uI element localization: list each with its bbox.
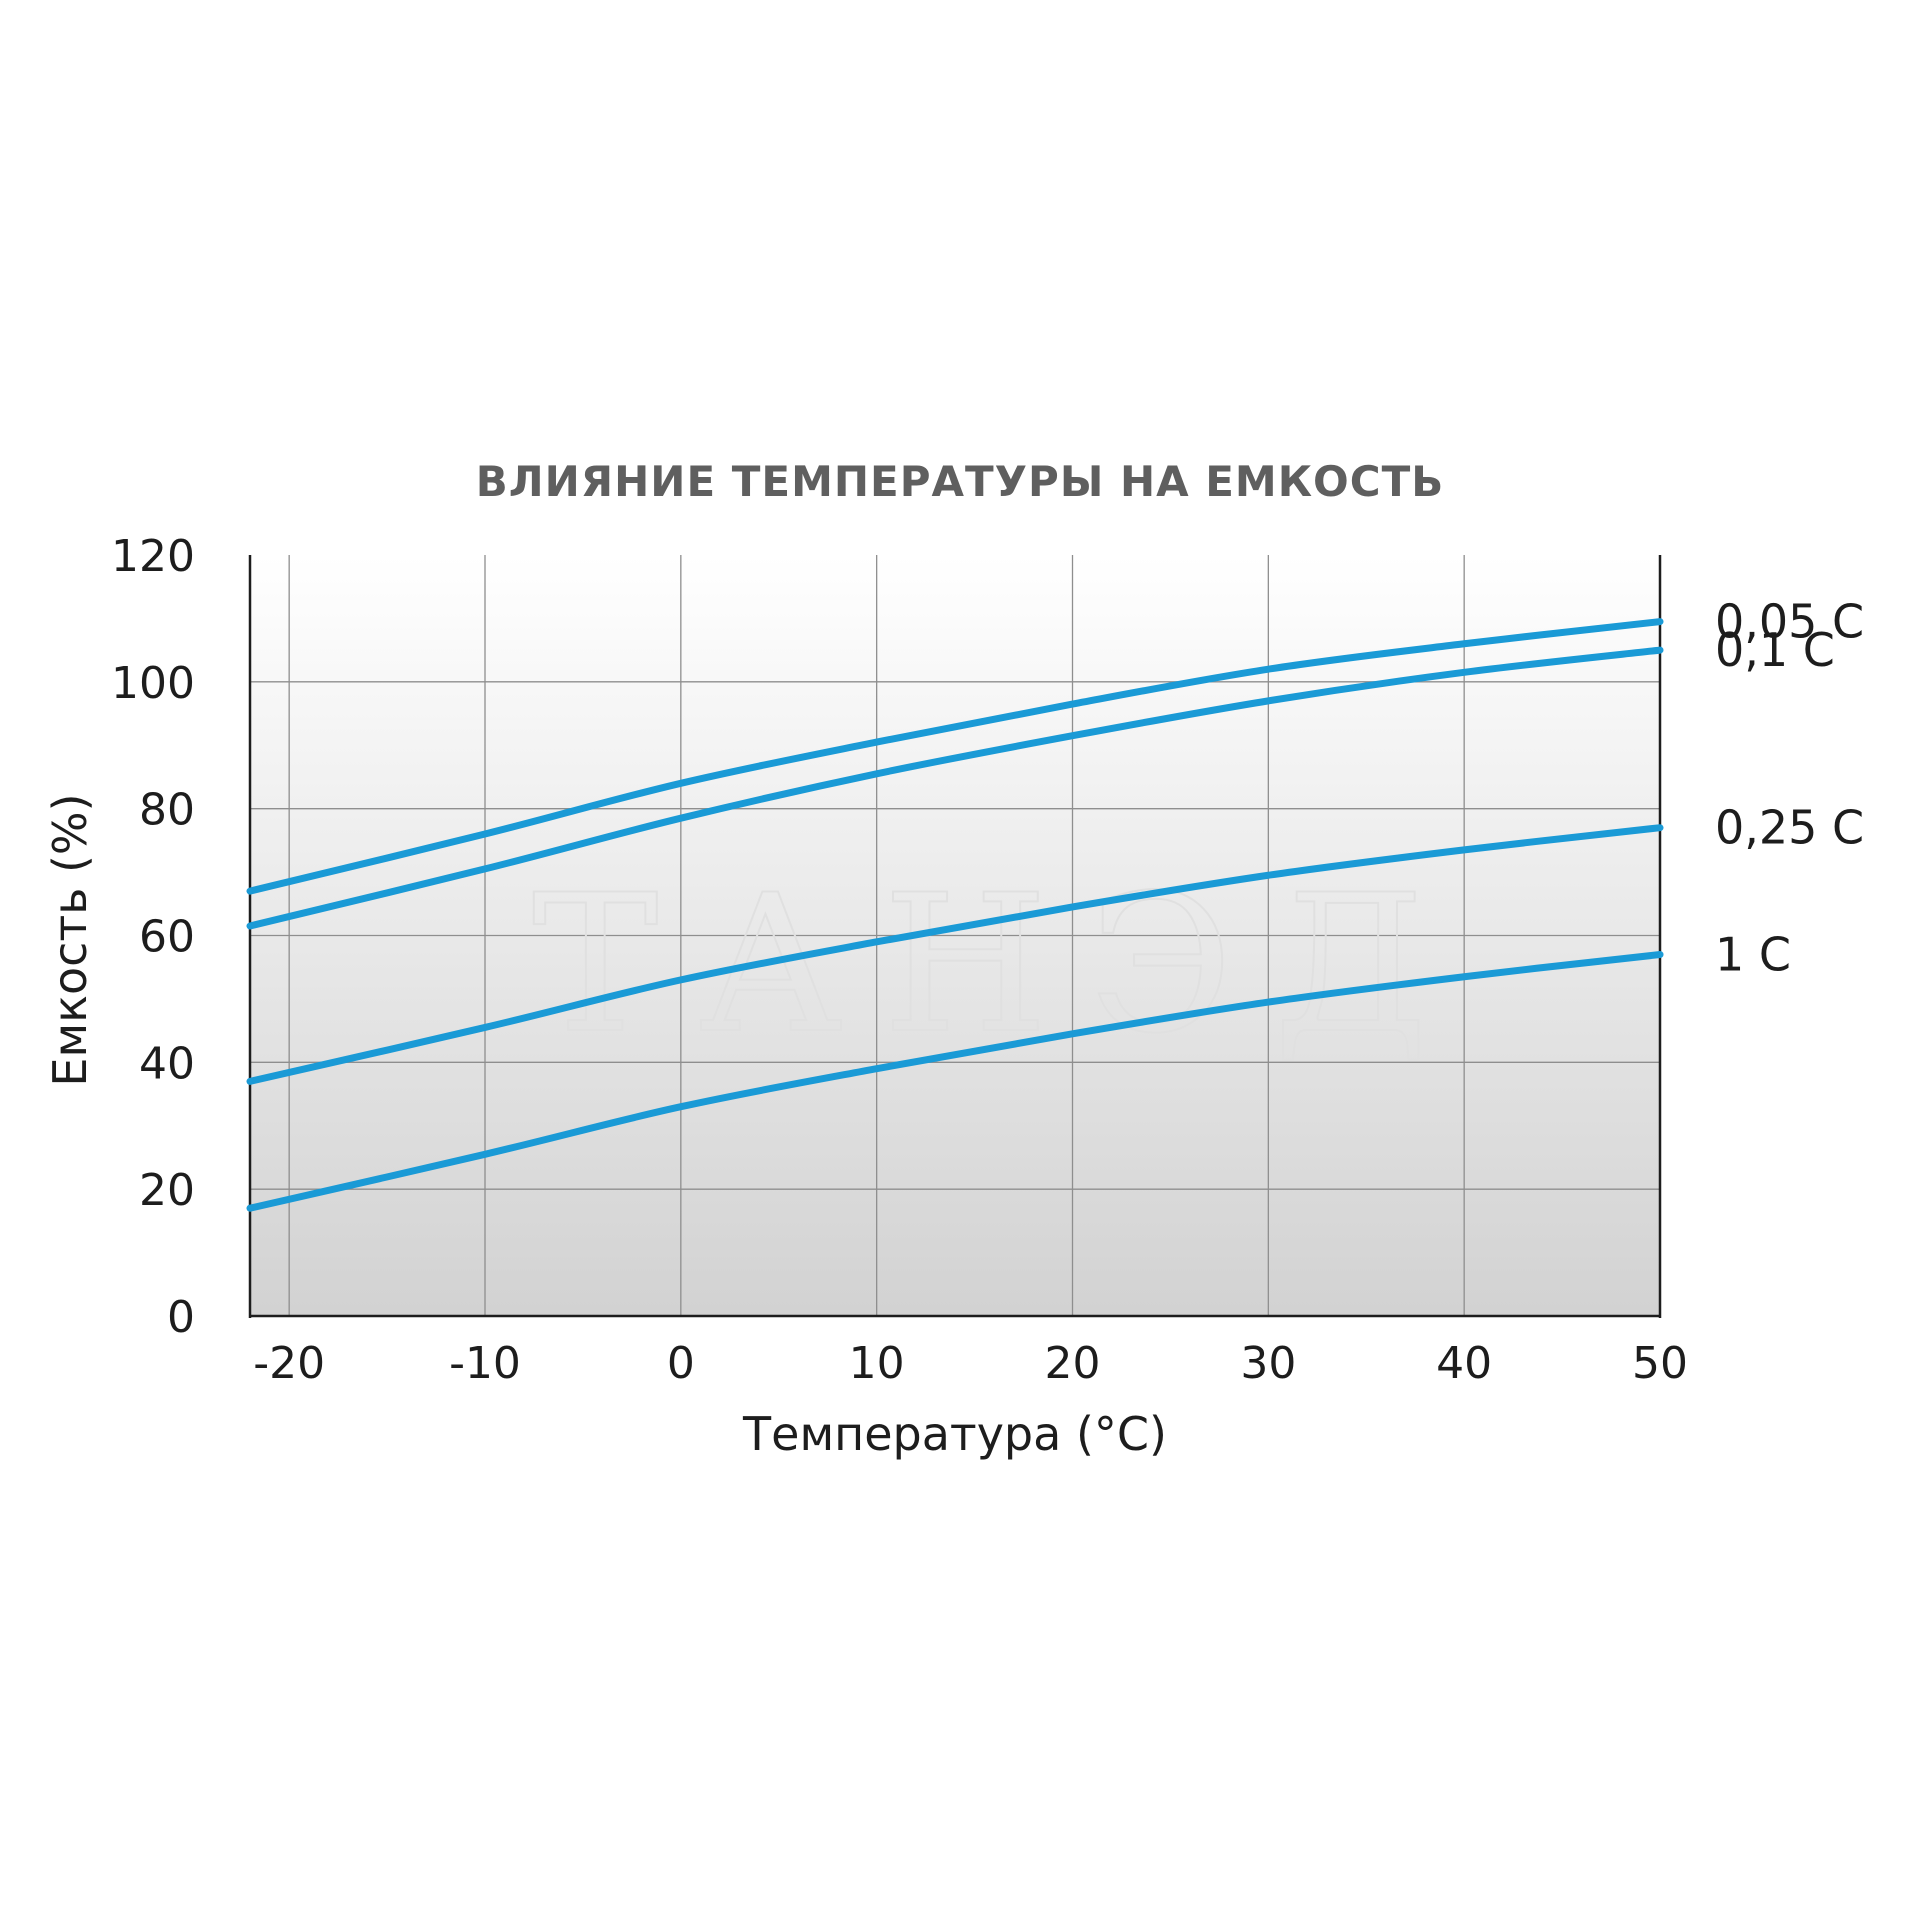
y-tick-label: 60 [139,912,195,963]
series-label: 0,05 С [1715,595,1864,649]
y-tick-label: 20 [139,1165,195,1216]
x-tick-label: 30 [1240,1338,1296,1389]
series-line [246,824,1664,1085]
y-axis-label: Емкость (%) [43,793,97,1086]
x-tick-label: 20 [1045,1338,1101,1389]
series-label: 0,25 С [1715,801,1864,855]
x-tick-label: 40 [1436,1338,1492,1389]
series-line [246,951,1664,1212]
grid-lines [250,555,1660,1316]
x-tick-label: 0 [667,1338,695,1389]
x-tick-label: -10 [449,1338,521,1389]
axes [248,555,1662,1318]
series-lines [246,618,1664,1212]
y-tick-label: 120 [111,531,195,582]
series-labels: 0,05 С0,1 С 0,25 С 1 С [1715,595,1864,982]
x-tick-label: 10 [849,1338,905,1389]
x-axis-label: Температура (°С) [742,1407,1167,1461]
x-tick-label: -20 [253,1338,325,1389]
y-tick-label: 0 [167,1292,195,1343]
series-line [246,618,1664,895]
watermark: ТАНЭД [532,854,1468,1075]
y-tick-labels: 0 20 40 60 80 100 120 [111,531,195,1343]
chart-title: ВЛИЯНИЕ ТЕМПЕРАТУРЫ НА ЕМКОСТЬ [476,457,1445,506]
y-tick-label: 100 [111,658,195,709]
y-tick-label: 80 [139,785,195,836]
x-tick-labels: -20 -10 0 10 20 30 40 50 [253,1338,1688,1389]
series-line [246,646,1664,930]
series-label: 0,1 С [1715,623,1835,677]
series-label: 1 С [1715,928,1791,982]
y-tick-label: 40 [139,1038,195,1089]
x-tick-label: 50 [1632,1338,1688,1389]
